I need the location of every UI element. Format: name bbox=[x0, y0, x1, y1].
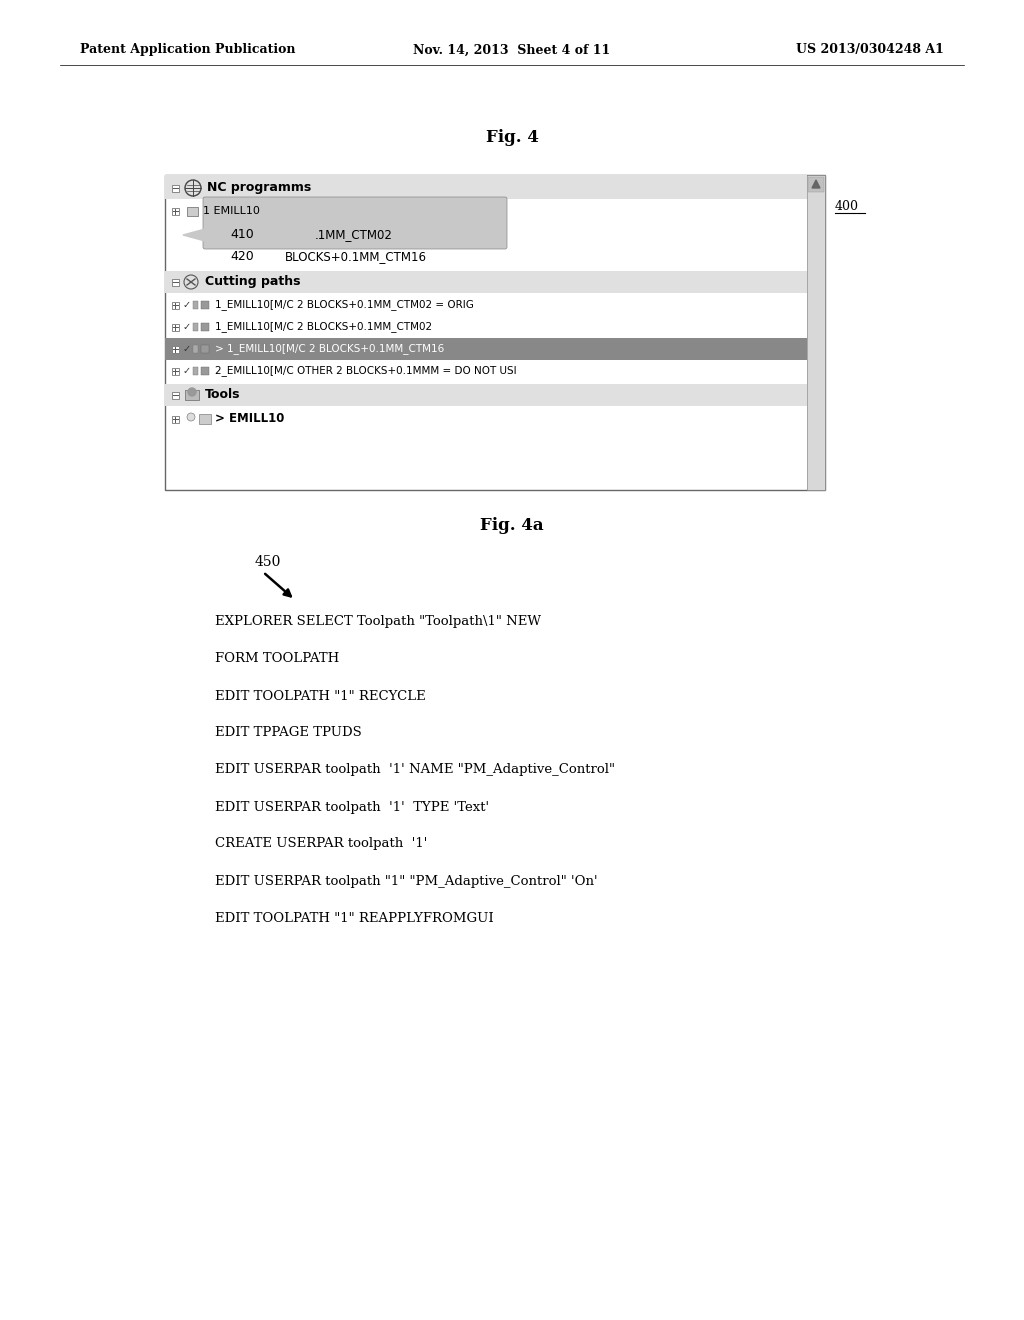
Bar bbox=[171, 323, 178, 330]
Bar bbox=[165, 176, 825, 490]
Bar bbox=[171, 346, 178, 352]
Text: Fig. 4: Fig. 4 bbox=[485, 128, 539, 145]
Bar bbox=[193, 323, 198, 331]
Text: 450: 450 bbox=[255, 554, 282, 569]
Text: Cutting paths: Cutting paths bbox=[205, 276, 300, 289]
Bar bbox=[199, 414, 211, 424]
Bar bbox=[201, 323, 209, 331]
Bar bbox=[193, 367, 198, 375]
Bar bbox=[201, 345, 209, 352]
Text: Fig. 4a: Fig. 4a bbox=[480, 516, 544, 533]
Bar bbox=[171, 207, 178, 214]
Bar bbox=[193, 301, 198, 309]
Text: FORM TOOLPATH: FORM TOOLPATH bbox=[215, 652, 339, 665]
Text: ✓: ✓ bbox=[183, 322, 191, 333]
Bar bbox=[171, 392, 178, 399]
Text: Tools: Tools bbox=[205, 388, 241, 401]
Bar bbox=[165, 338, 807, 360]
Text: US 2013/0304248 A1: US 2013/0304248 A1 bbox=[796, 44, 944, 57]
Text: > EMILL10: > EMILL10 bbox=[215, 412, 285, 425]
Text: 420: 420 bbox=[230, 251, 254, 264]
Text: EDIT TPPAGE TPUDS: EDIT TPPAGE TPUDS bbox=[215, 726, 361, 739]
Bar bbox=[171, 185, 178, 191]
Bar bbox=[165, 176, 807, 199]
Bar bbox=[171, 279, 178, 285]
Bar bbox=[171, 301, 178, 309]
Bar bbox=[807, 176, 825, 490]
Bar bbox=[185, 389, 199, 400]
Text: EDIT TOOLPATH "1" RECYCLE: EDIT TOOLPATH "1" RECYCLE bbox=[215, 689, 426, 702]
Bar bbox=[171, 367, 178, 375]
Bar bbox=[808, 177, 824, 191]
Text: EDIT USERPAR toolpath  '1' NAME "PM_Adaptive_Control": EDIT USERPAR toolpath '1' NAME "PM_Adapt… bbox=[215, 763, 615, 776]
Text: 1_EMILL10[M/C 2 BLOCKS+0.1MM_CTM02 = ORIG: 1_EMILL10[M/C 2 BLOCKS+0.1MM_CTM02 = ORI… bbox=[215, 300, 474, 310]
Text: NC programms: NC programms bbox=[207, 181, 311, 194]
Circle shape bbox=[188, 388, 196, 396]
Text: EXPLORER SELECT Toolpath "Toolpath\1" NEW: EXPLORER SELECT Toolpath "Toolpath\1" NE… bbox=[215, 615, 541, 628]
Bar bbox=[201, 301, 209, 309]
Text: 410: 410 bbox=[230, 228, 254, 242]
Circle shape bbox=[187, 413, 195, 421]
Text: 2_EMILL10[M/C OTHER 2 BLOCKS+0.1MMM = DO NOT USI: 2_EMILL10[M/C OTHER 2 BLOCKS+0.1MMM = DO… bbox=[215, 366, 517, 376]
Text: ✓: ✓ bbox=[183, 345, 191, 354]
Bar bbox=[193, 345, 198, 352]
FancyBboxPatch shape bbox=[203, 197, 507, 249]
Text: EDIT USERPAR toolpath "1" "PM_Adaptive_Control" 'On': EDIT USERPAR toolpath "1" "PM_Adaptive_C… bbox=[215, 874, 598, 887]
Text: Patent Application Publication: Patent Application Publication bbox=[80, 44, 296, 57]
Text: 400: 400 bbox=[835, 199, 859, 213]
Bar bbox=[165, 384, 807, 407]
Text: ✓: ✓ bbox=[183, 300, 191, 310]
Text: EDIT USERPAR toolpath  '1'  TYPE 'Text': EDIT USERPAR toolpath '1' TYPE 'Text' bbox=[215, 800, 489, 813]
Bar bbox=[171, 416, 178, 422]
Text: EDIT TOOLPATH "1" REAPPLYFROMGUI: EDIT TOOLPATH "1" REAPPLYFROMGUI bbox=[215, 912, 494, 924]
Text: > 1_EMILL10[M/C 2 BLOCKS+0.1MM_CTM16: > 1_EMILL10[M/C 2 BLOCKS+0.1MM_CTM16 bbox=[215, 343, 444, 355]
Text: CREATE USERPAR toolpath  '1': CREATE USERPAR toolpath '1' bbox=[215, 837, 427, 850]
Text: ✓: ✓ bbox=[183, 366, 191, 376]
Text: Nov. 14, 2013  Sheet 4 of 11: Nov. 14, 2013 Sheet 4 of 11 bbox=[414, 44, 610, 57]
Text: BLOCKS+0.1MM_CTM16: BLOCKS+0.1MM_CTM16 bbox=[285, 251, 427, 264]
Text: 1 EMILL10: 1 EMILL10 bbox=[203, 206, 260, 216]
Bar bbox=[165, 271, 807, 293]
Text: .1MM_CTM02: .1MM_CTM02 bbox=[315, 228, 393, 242]
Bar bbox=[187, 207, 198, 216]
Text: 1_EMILL10[M/C 2 BLOCKS+0.1MM_CTM02: 1_EMILL10[M/C 2 BLOCKS+0.1MM_CTM02 bbox=[215, 322, 432, 333]
Polygon shape bbox=[183, 228, 205, 242]
Bar bbox=[201, 367, 209, 375]
Polygon shape bbox=[812, 180, 820, 187]
